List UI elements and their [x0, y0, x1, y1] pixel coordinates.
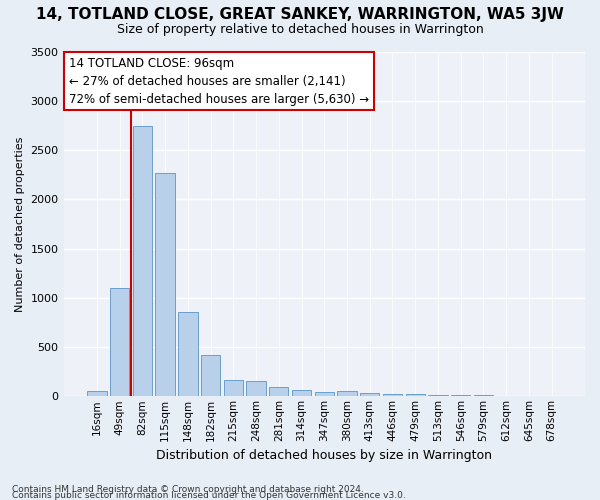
- Bar: [406, 394, 425, 396]
- Bar: [87, 391, 107, 396]
- Bar: [314, 392, 334, 396]
- Bar: [337, 391, 356, 396]
- Text: Contains HM Land Registry data © Crown copyright and database right 2024.: Contains HM Land Registry data © Crown c…: [12, 485, 364, 494]
- Bar: [247, 381, 266, 396]
- Y-axis label: Number of detached properties: Number of detached properties: [15, 136, 25, 312]
- Bar: [224, 380, 243, 396]
- Bar: [292, 390, 311, 396]
- Bar: [201, 356, 220, 397]
- Text: 14 TOTLAND CLOSE: 96sqm
← 27% of detached houses are smaller (2,141)
72% of semi: 14 TOTLAND CLOSE: 96sqm ← 27% of detache…: [69, 56, 369, 106]
- Text: 14, TOTLAND CLOSE, GREAT SANKEY, WARRINGTON, WA5 3JW: 14, TOTLAND CLOSE, GREAT SANKEY, WARRING…: [36, 8, 564, 22]
- Text: Contains public sector information licensed under the Open Government Licence v3: Contains public sector information licen…: [12, 491, 406, 500]
- X-axis label: Distribution of detached houses by size in Warrington: Distribution of detached houses by size …: [156, 450, 492, 462]
- Bar: [383, 394, 402, 396]
- Bar: [178, 312, 197, 396]
- Bar: [360, 393, 379, 396]
- Bar: [155, 172, 175, 396]
- Text: Size of property relative to detached houses in Warrington: Size of property relative to detached ho…: [116, 22, 484, 36]
- Bar: [428, 395, 448, 396]
- Bar: [110, 288, 130, 397]
- Bar: [269, 388, 289, 396]
- Bar: [133, 126, 152, 396]
